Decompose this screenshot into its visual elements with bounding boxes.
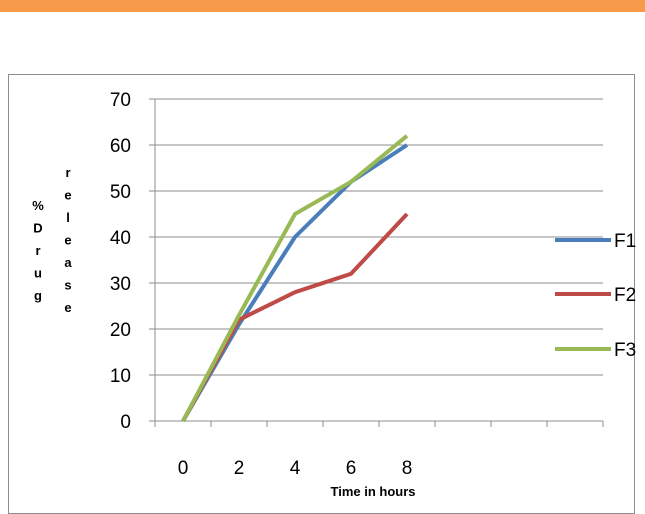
y-axis-title-char: g [34,288,42,303]
chart-frame [8,74,635,514]
y-tick-label: 40 [110,228,131,249]
axes [149,98,604,427]
grid-lines [155,98,603,376]
legend-label-f1: F1 [614,231,636,252]
y-axis-title-char: D [33,221,42,236]
x-tick-label: 6 [346,458,357,479]
y-axis-title-char: r [35,243,40,258]
y-axis-title-char: s [64,278,71,293]
y-tick-label: 60 [110,136,131,157]
y-tick-label: 70 [110,90,131,111]
x-tick-label: 4 [290,458,301,479]
x-tick-labels: 0 2 4 6 8 [178,458,413,479]
y-tick-label: 20 [110,320,131,341]
legend-label-f2: F2 [614,285,636,306]
y-axis-title-char: % [32,198,44,213]
y-tick-label: 10 [110,366,131,387]
y-axis-title-char: e [64,188,71,203]
y-axis-title-char: u [34,266,42,281]
y-axis-title-char: e [64,300,71,315]
x-tick-label: 0 [178,458,189,479]
y-tick-label: 30 [110,274,131,295]
y-axis-title-char: a [64,255,72,270]
x-tick-label: 8 [402,458,413,479]
legend-label-f3: F3 [614,340,636,361]
legend: F1 F2 F3 [555,231,636,361]
series-line-f3 [181,134,409,422]
series-lines [181,134,409,423]
y-tick-labels: 0 10 20 30 40 50 60 70 [110,90,131,433]
x-tick-label: 2 [234,458,245,479]
y-tick-label: 0 [120,412,131,433]
series-line-f2 [181,212,409,422]
top-accent-band [0,0,645,12]
y-axis-title-char: e [64,233,71,248]
y-axis-title-char: r [65,165,70,180]
y-tick-label: 50 [110,182,131,203]
y-axis-title-char: l [66,210,70,225]
x-axis-title: Time in hours [331,484,416,499]
